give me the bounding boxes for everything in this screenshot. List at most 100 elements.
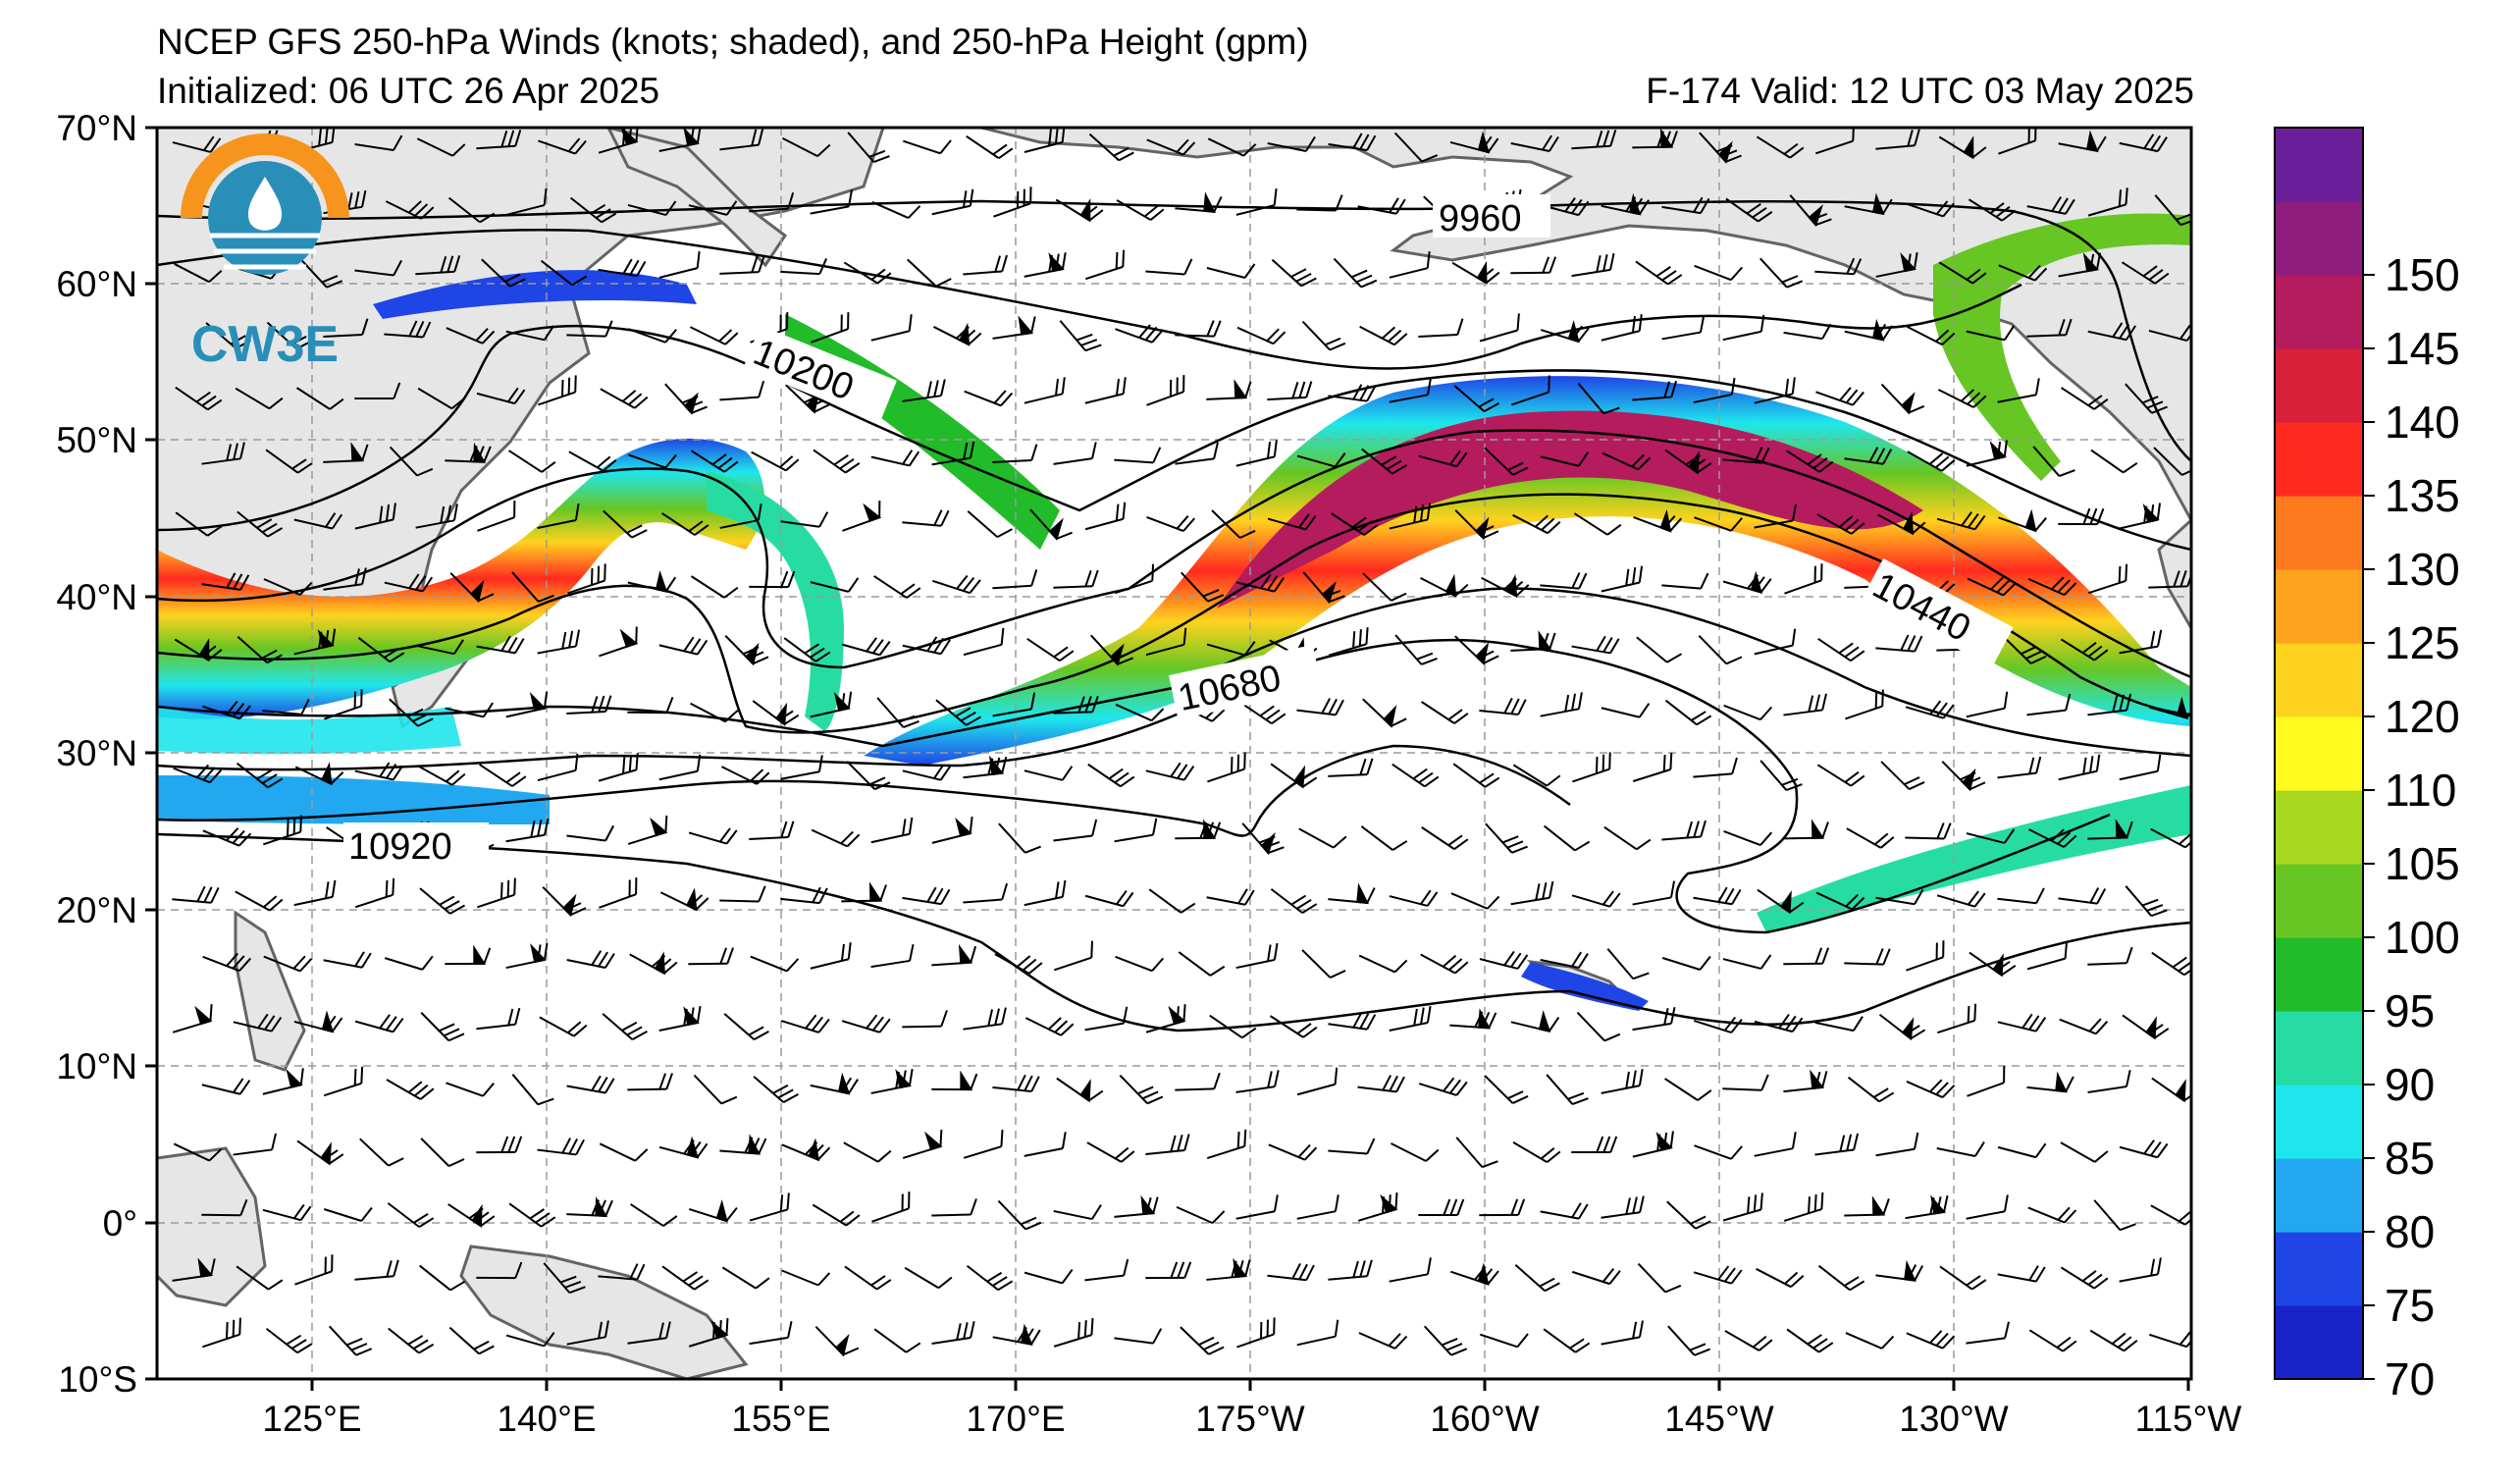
wind-barb bbox=[689, 326, 739, 345]
wind-barb bbox=[1722, 1074, 1769, 1091]
wind-barb bbox=[1939, 1265, 1987, 1291]
wind-barb bbox=[2026, 318, 2073, 338]
wind-barb bbox=[1966, 828, 2016, 844]
wind-barb bbox=[1084, 1258, 1129, 1282]
wind-barb bbox=[871, 1192, 911, 1223]
map-title: NCEP GFS 250-hPa Winds (knots; shaded), … bbox=[157, 22, 1309, 62]
wind-barb bbox=[2059, 1018, 2109, 1035]
wind-barb bbox=[1783, 1069, 1828, 1093]
wind-barb bbox=[1358, 954, 1408, 974]
wind-barb bbox=[1357, 197, 1406, 215]
wind-barb bbox=[1815, 387, 1864, 406]
wind-barb bbox=[1540, 572, 1588, 590]
wind-barb bbox=[1906, 1330, 1956, 1350]
jet-main-pacific bbox=[864, 376, 2191, 766]
wind-barb bbox=[2087, 693, 2132, 716]
cw3e-logo: CW3E bbox=[181, 133, 349, 373]
colorbar-swatch bbox=[2275, 790, 2363, 865]
wind-barb bbox=[1114, 1194, 1159, 1218]
wind-barb bbox=[449, 572, 495, 604]
wind-barb bbox=[172, 1257, 216, 1282]
wind-barb bbox=[354, 134, 403, 152]
wind-barb bbox=[1235, 942, 1279, 970]
water-drop-icon bbox=[247, 177, 283, 231]
wind-barb bbox=[1938, 135, 1987, 160]
wind-barb bbox=[1236, 326, 1286, 345]
wind-barb bbox=[566, 950, 615, 969]
wind-barb bbox=[2087, 187, 2128, 217]
wind-barb bbox=[1576, 1011, 1621, 1042]
wind-barb bbox=[811, 828, 861, 848]
wind-barb bbox=[780, 1014, 830, 1033]
wind-barb bbox=[1817, 638, 1865, 662]
wind-barb bbox=[1845, 689, 1884, 720]
wind-barb bbox=[1632, 880, 1676, 906]
wind-barb bbox=[1815, 891, 1865, 911]
wind-barb bbox=[1759, 257, 1804, 289]
wind-barb bbox=[293, 879, 337, 907]
wind-barb bbox=[963, 882, 1009, 904]
wind-barb bbox=[1145, 627, 1187, 657]
wind-barb bbox=[566, 695, 612, 715]
wind-barb bbox=[1571, 1267, 1621, 1286]
wind-barb bbox=[1302, 571, 1345, 605]
wind-barb bbox=[1754, 377, 1796, 404]
wind-barb bbox=[1453, 385, 1499, 412]
wind-barb bbox=[1968, 198, 2017, 222]
wind-barb bbox=[599, 877, 638, 909]
wind-barb bbox=[174, 262, 223, 284]
wind-barb bbox=[1267, 1263, 1315, 1282]
wind-barb bbox=[2058, 507, 2105, 526]
wind-barb bbox=[1783, 819, 1829, 840]
wind-barb bbox=[598, 1263, 646, 1281]
colorbar-swatch bbox=[2275, 201, 2363, 276]
wind-barb bbox=[2028, 1329, 2077, 1352]
wind-barb bbox=[1875, 129, 1920, 150]
wind-barb bbox=[537, 753, 579, 782]
wind-barb bbox=[753, 1076, 799, 1103]
wind-barb bbox=[2089, 1329, 2138, 1352]
wind-barb bbox=[1844, 192, 1893, 216]
wind-barb bbox=[323, 567, 367, 591]
wind-barb bbox=[201, 572, 250, 591]
wind-barb bbox=[658, 251, 701, 279]
wind-barb bbox=[1450, 1262, 1499, 1286]
wind-barb bbox=[749, 821, 795, 840]
wind-barb bbox=[262, 699, 310, 715]
wind-barb bbox=[810, 577, 860, 593]
wind-barb bbox=[293, 628, 337, 656]
kamchatka-landmass bbox=[606, 128, 788, 268]
wind-barb bbox=[476, 1136, 523, 1154]
wind-barb bbox=[1418, 1077, 1468, 1096]
wind-barb bbox=[1418, 318, 1464, 338]
wind-barb bbox=[1966, 691, 2009, 718]
wind-barb bbox=[2122, 1014, 2170, 1040]
wind-barb bbox=[354, 1014, 404, 1033]
wind-barb bbox=[1389, 889, 1439, 907]
wind-barb bbox=[1024, 1017, 1075, 1036]
wind-barb bbox=[1389, 251, 1431, 279]
wind-barb bbox=[688, 827, 738, 845]
wind-barb bbox=[690, 450, 739, 473]
wind-barb bbox=[173, 764, 223, 784]
wind-barb bbox=[1145, 762, 1195, 781]
wind-barb bbox=[2028, 828, 2077, 848]
jet-kamchatka-branch bbox=[373, 270, 697, 319]
wind-barb bbox=[2119, 133, 2168, 153]
wind-barb bbox=[205, 322, 251, 349]
wind-barb bbox=[2150, 827, 2191, 849]
lat-label-10n: 10°N bbox=[56, 1046, 137, 1086]
wind-barb bbox=[1694, 1144, 1743, 1160]
wind-barb bbox=[1056, 1077, 1104, 1103]
wind-barb bbox=[505, 942, 549, 970]
wind-barb bbox=[233, 1013, 283, 1033]
wind-barb bbox=[298, 257, 343, 289]
wind-barb bbox=[387, 1202, 435, 1228]
lat-label-30n: 30°N bbox=[56, 733, 137, 773]
wind-barb bbox=[1148, 888, 1196, 914]
wind-barb bbox=[511, 1074, 554, 1106]
wind-barb bbox=[1512, 764, 1561, 787]
wind-barb bbox=[415, 503, 458, 529]
wind-barb bbox=[719, 885, 766, 903]
wind-barb bbox=[1145, 258, 1193, 276]
